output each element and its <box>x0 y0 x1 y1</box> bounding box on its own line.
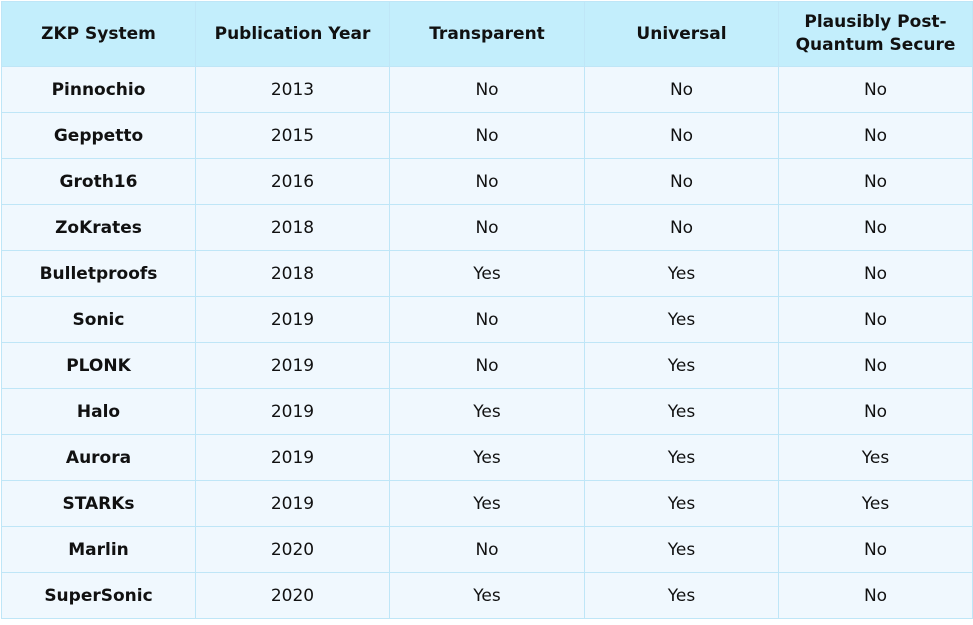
cell-post-quantum: No <box>778 526 973 573</box>
cell-universal: Yes <box>584 342 779 389</box>
cell-year: 2019 <box>195 296 390 343</box>
table-body: Pinnochio 2013 No No No Geppetto 2015 No No No Gro… <box>1 66 973 619</box>
cell-system: STARKs <box>1 480 196 527</box>
header-post-quantum: Plausibly Post-Quantum Secure <box>778 1 973 67</box>
table-row: Pinnochio 2013 No No No <box>1 66 973 113</box>
table-row: Geppetto 2015 No No No <box>1 112 973 159</box>
table-row: Halo 2019 Yes Yes No <box>1 388 973 435</box>
cell-transparent: Yes <box>389 480 585 527</box>
cell-transparent: No <box>389 342 585 389</box>
table-row: Groth16 2016 No No No <box>1 158 973 205</box>
cell-year: 2015 <box>195 112 390 159</box>
header-zkp-system: ZKP System <box>1 1 196 67</box>
cell-universal: Yes <box>584 572 779 619</box>
cell-year: 2018 <box>195 204 390 251</box>
header-row: ZKP System Publication Year Transparent … <box>1 1 973 67</box>
cell-system: SuperSonic <box>1 572 196 619</box>
cell-year: 2019 <box>195 388 390 435</box>
cell-universal: No <box>584 158 779 205</box>
cell-post-quantum: No <box>778 342 973 389</box>
cell-transparent: No <box>389 112 585 159</box>
cell-universal: Yes <box>584 296 779 343</box>
cell-transparent: No <box>389 296 585 343</box>
table-row: SuperSonic 2020 Yes Yes No <box>1 572 973 619</box>
cell-transparent: Yes <box>389 572 585 619</box>
cell-post-quantum: Yes <box>778 480 973 527</box>
cell-transparent: Yes <box>389 250 585 297</box>
cell-transparent: No <box>389 158 585 205</box>
cell-year: 2019 <box>195 480 390 527</box>
cell-post-quantum: No <box>778 112 973 159</box>
cell-post-quantum: No <box>778 204 973 251</box>
cell-transparent: Yes <box>389 388 585 435</box>
table-row: PLONK 2019 No Yes No <box>1 342 973 389</box>
cell-year: 2016 <box>195 158 390 205</box>
cell-system: Geppetto <box>1 112 196 159</box>
cell-system: Halo <box>1 388 196 435</box>
cell-transparent: No <box>389 66 585 113</box>
cell-system: Aurora <box>1 434 196 481</box>
header-publication-year: Publication Year <box>195 1 390 67</box>
table-row: Sonic 2019 No Yes No <box>1 296 973 343</box>
cell-system: Bulletproofs <box>1 250 196 297</box>
table-row: STARKs 2019 Yes Yes Yes <box>1 480 973 527</box>
cell-system: Pinnochio <box>1 66 196 113</box>
cell-universal: No <box>584 112 779 159</box>
cell-post-quantum: No <box>778 388 973 435</box>
cell-system: PLONK <box>1 342 196 389</box>
table-header: ZKP System Publication Year Transparent … <box>1 1 973 67</box>
cell-system: Groth16 <box>1 158 196 205</box>
cell-year: 2019 <box>195 434 390 481</box>
cell-post-quantum: No <box>778 158 973 205</box>
cell-year: 2013 <box>195 66 390 113</box>
cell-post-quantum: Yes <box>778 434 973 481</box>
cell-universal: Yes <box>584 250 779 297</box>
table-row: Aurora 2019 Yes Yes Yes <box>1 434 973 481</box>
cell-transparent: Yes <box>389 434 585 481</box>
cell-universal: Yes <box>584 526 779 573</box>
table-row: Bulletproofs 2018 Yes Yes No <box>1 250 973 297</box>
cell-system: Sonic <box>1 296 196 343</box>
cell-year: 2020 <box>195 572 390 619</box>
cell-transparent: No <box>389 526 585 573</box>
cell-universal: No <box>584 204 779 251</box>
cell-post-quantum: No <box>778 66 973 113</box>
cell-universal: Yes <box>584 434 779 481</box>
header-universal: Universal <box>584 1 779 67</box>
cell-post-quantum: No <box>778 296 973 343</box>
cell-transparent: No <box>389 204 585 251</box>
cell-year: 2020 <box>195 526 390 573</box>
cell-year: 2019 <box>195 342 390 389</box>
cell-universal: Yes <box>584 480 779 527</box>
cell-post-quantum: No <box>778 572 973 619</box>
cell-post-quantum: No <box>778 250 973 297</box>
cell-system: ZoKrates <box>1 204 196 251</box>
header-transparent: Transparent <box>389 1 585 67</box>
table-row: Marlin 2020 No Yes No <box>1 526 973 573</box>
cell-year: 2018 <box>195 250 390 297</box>
cell-universal: No <box>584 66 779 113</box>
cell-universal: Yes <box>584 388 779 435</box>
cell-system: Marlin <box>1 526 196 573</box>
table-row: ZoKrates 2018 No No No <box>1 204 973 251</box>
